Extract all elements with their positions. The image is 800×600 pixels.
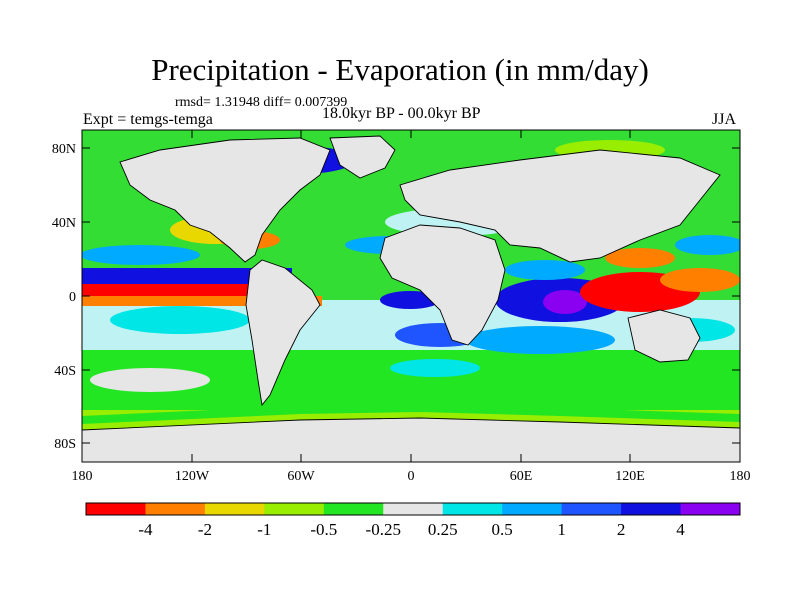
colorbar-swatch xyxy=(86,503,146,515)
colorbar-label: 0.25 xyxy=(428,520,458,539)
colorbar-label: 0.5 xyxy=(492,520,513,539)
field-blob-wpacific-orange xyxy=(660,268,740,292)
colorbar-swatch xyxy=(502,503,563,515)
colorbar-swatch xyxy=(264,503,325,515)
x-tick-label: 120E xyxy=(615,469,645,484)
y-tick-label: 40N xyxy=(52,216,76,231)
colorbar-swatch xyxy=(383,503,444,515)
colorbar-label: -4 xyxy=(138,520,153,539)
y-tick-label: 80S xyxy=(54,437,76,452)
colorbar-label: -0.25 xyxy=(366,520,401,539)
colorbar-label: -1 xyxy=(257,520,271,539)
y-axis: 80N 40N 0 40S 80S xyxy=(52,142,740,452)
colorbar: -4 -2 -1 -0.5 -0.25 0.25 0.5 1 2 4 xyxy=(86,503,741,539)
colorbar-swatch xyxy=(145,503,206,515)
y-tick-label: 0 xyxy=(69,290,76,305)
colorbar-label: -2 xyxy=(198,520,212,539)
colorbar-frame xyxy=(85,502,741,516)
x-tick-label: 180 xyxy=(72,469,93,484)
map-field xyxy=(82,130,740,462)
x-tick-label: 0 xyxy=(408,469,415,484)
land-africa xyxy=(380,225,505,345)
y-tick-label: 80N xyxy=(52,142,76,157)
field-antarctic-ring xyxy=(82,403,740,424)
field-itcz-pacific-blue xyxy=(82,268,292,284)
stats-label: rmsd= 1.31948 diff= 0.007399 xyxy=(175,95,348,110)
colorbar-label: 1 xyxy=(557,520,566,539)
colorbar-swatch xyxy=(442,503,503,515)
colorbar-swatch xyxy=(204,503,265,515)
period-label: 18.0kyr BP - 00.0kyr BP xyxy=(322,105,481,122)
field-blob-satlantic-cyan xyxy=(390,359,480,377)
colorbar-label: 4 xyxy=(676,520,685,539)
x-axis: 180 120W 60W 0 60E 120E 180 xyxy=(72,130,751,484)
colorbar-label: 2 xyxy=(617,520,626,539)
colorbar-swatch xyxy=(323,503,384,515)
x-tick-label: 180 xyxy=(730,469,751,484)
plot-title: Precipitation - Evaporation (in mm/day) xyxy=(151,52,649,87)
x-tick-label: 120W xyxy=(175,469,210,484)
land-north-america xyxy=(120,138,330,262)
season-label: JJA xyxy=(712,111,737,128)
x-tick-label: 60E xyxy=(510,469,533,484)
field-blob-arabian-sea xyxy=(505,260,585,280)
coastlines xyxy=(82,135,740,431)
field-blob-scs-orange xyxy=(605,248,675,268)
colorbar-label: -0.5 xyxy=(310,520,337,539)
colorbar-swatch xyxy=(621,503,681,515)
land-eurasia xyxy=(400,150,720,262)
land-antarctica xyxy=(82,418,740,462)
field-itcz-pacific-orange xyxy=(82,296,322,306)
field-blob-wpacific-blue xyxy=(675,235,740,255)
y-tick-label: 40S xyxy=(54,364,76,379)
field-blob-spacific-grey xyxy=(90,368,210,392)
field-blob-spacific-cyan xyxy=(110,306,250,334)
colorbar-swatch xyxy=(680,503,741,515)
field-blob-sindian-blue xyxy=(465,326,615,354)
colorbar-swatch xyxy=(561,503,622,515)
land-south-america xyxy=(246,260,320,405)
field-blob-npacific-cyan xyxy=(82,245,200,265)
x-tick-label: 60W xyxy=(287,469,315,484)
field-blob-indian-purple xyxy=(543,290,587,314)
experiment-label: Expt = temgs-temga xyxy=(83,111,213,128)
land-greenland xyxy=(330,136,395,178)
land-australia xyxy=(628,310,700,362)
